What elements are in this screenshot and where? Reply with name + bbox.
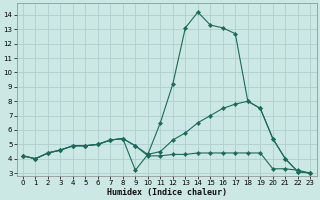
X-axis label: Humidex (Indice chaleur): Humidex (Indice chaleur) [107, 188, 227, 197]
